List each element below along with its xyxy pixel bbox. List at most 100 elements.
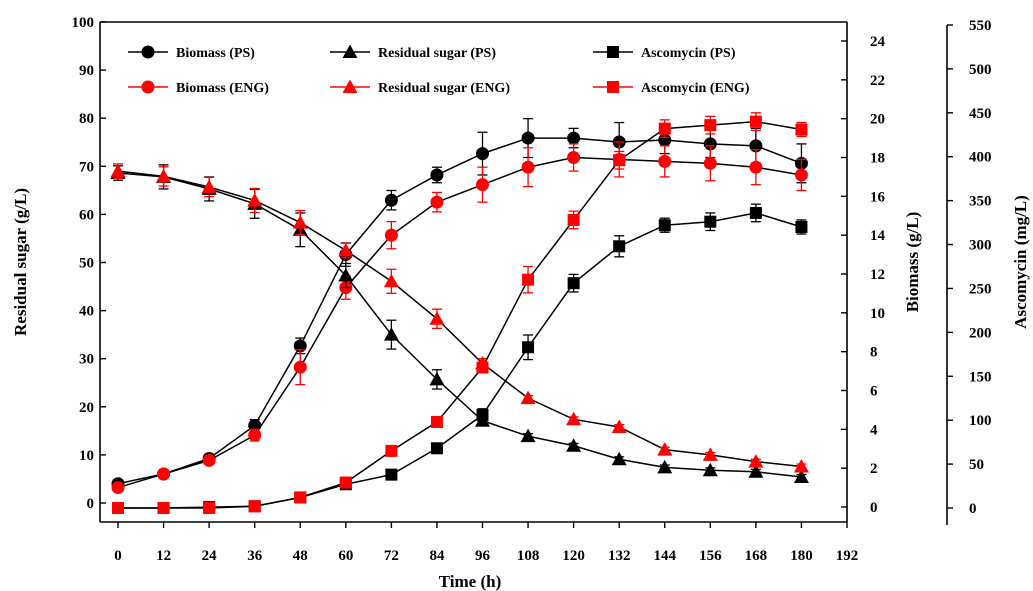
data-point	[110, 163, 126, 178]
data-point	[430, 442, 443, 455]
data-point	[203, 502, 216, 514]
x-tick-label: 156	[699, 548, 722, 564]
y-ascomycin-tick-label: 500	[969, 62, 992, 78]
y-ascomycin-tick-label: 350	[969, 194, 992, 210]
y-left-tick-label: 60	[79, 207, 94, 223]
y-ascomycin-tick-label: 0	[969, 501, 977, 517]
data-point	[201, 179, 217, 193]
data-point	[385, 468, 398, 481]
data-point	[385, 444, 398, 457]
data-point	[338, 242, 354, 257]
legend-item: Residual sugar (PS)	[330, 44, 496, 61]
data-point	[657, 442, 673, 456]
y-biomass-tick-label: 12	[870, 267, 885, 283]
x-tick-label: 72	[384, 548, 399, 564]
y-ascomycin-tick-label: 50	[969, 457, 984, 473]
legend-marker	[141, 80, 155, 94]
y-biomass-tick-label: 16	[870, 189, 886, 205]
y-biomass-tick-label: 10	[870, 306, 885, 322]
x-tick-label: 48	[293, 548, 308, 564]
data-point	[521, 131, 535, 145]
data-point	[383, 273, 399, 288]
data-point	[522, 341, 535, 354]
data-point	[566, 438, 582, 452]
data-point	[703, 137, 717, 151]
y-ascomycin-tick-label: 200	[969, 325, 992, 341]
data-point	[111, 481, 125, 495]
x-axis-label: Time (h)	[439, 572, 502, 591]
data-point	[567, 131, 581, 145]
data-point	[567, 151, 581, 164]
data-point	[704, 119, 717, 132]
y-ascomycin-tick-label: 400	[969, 150, 992, 166]
data-point	[202, 453, 216, 467]
data-point	[293, 360, 307, 374]
axes: 0 12 24 36 48 60 72 84 96 108 120 132 144 156 168 180 19…	[72, 15, 992, 564]
data-point	[384, 228, 398, 242]
data-point	[156, 168, 172, 183]
data-point	[429, 311, 445, 325]
series-line	[117, 170, 802, 468]
data-point	[157, 502, 170, 514]
series-biomass-eng	[111, 141, 808, 495]
series-ascomycin-eng	[112, 112, 808, 514]
data-point	[157, 467, 171, 481]
data-point	[247, 192, 263, 207]
x-tick-label: 180	[790, 548, 813, 564]
legend-label: Biomass (PS)	[176, 46, 255, 61]
x-tick-label: 144	[654, 548, 677, 564]
x-tick-label: 120	[562, 548, 585, 564]
legend-item: Ascomycin (ENG)	[593, 81, 750, 96]
y-axis-left-label: Residual sugar (g/L)	[11, 188, 30, 336]
legend-marker	[607, 46, 619, 58]
legend-label: Residual sugar (ENG)	[378, 81, 510, 96]
data-point	[703, 156, 717, 170]
data-point	[613, 240, 626, 253]
data-point	[520, 428, 536, 443]
series-layer	[110, 112, 809, 514]
y-left-tick-label: 20	[79, 400, 94, 416]
x-tick-label: 84	[429, 548, 445, 564]
data-point	[522, 273, 535, 286]
data-point	[430, 415, 443, 428]
legend-label: Residual sugar (PS)	[378, 46, 496, 61]
y-biomass-tick-label: 20	[870, 112, 885, 128]
y-axis-ascomycin-label: Ascomycin (mg/L)	[1011, 195, 1030, 329]
y-axis-biomass-label: Biomass (g/L)	[903, 212, 922, 313]
data-point	[793, 458, 809, 473]
x-tick-label: 24	[202, 548, 218, 564]
data-point	[795, 220, 808, 233]
data-point	[248, 500, 261, 513]
data-point	[521, 160, 535, 174]
y-left-tick-label: 50	[79, 256, 94, 272]
x-tick-label: 36	[247, 548, 263, 564]
y-ascomycin-tick-label: 300	[969, 238, 992, 254]
series-residual-sugar-eng	[110, 163, 809, 473]
series-line	[117, 156, 802, 489]
data-point	[702, 462, 718, 477]
legend-item: Biomass (ENG)	[128, 80, 269, 96]
data-point	[567, 213, 580, 226]
data-point	[657, 459, 673, 474]
y-left-tick-label: 90	[79, 63, 94, 79]
series-biomass-ps	[111, 118, 808, 491]
data-point	[429, 371, 445, 386]
data-point	[520, 390, 536, 405]
x-tick-label: 132	[608, 548, 631, 564]
data-point	[476, 408, 489, 421]
legend-marker	[342, 79, 358, 93]
y-biomass-tick-label: 4	[870, 422, 878, 438]
data-point	[294, 491, 307, 504]
x-tick-label: 192	[836, 548, 859, 564]
legend-item: Residual sugar (ENG)	[330, 79, 510, 96]
x-tick-label: 168	[745, 548, 768, 564]
x-tick-label: 96	[475, 548, 491, 564]
legend-item: Biomass (PS)	[128, 45, 255, 61]
data-point	[384, 193, 398, 207]
y-ascomycin-tick-label: 100	[969, 413, 992, 429]
y-ascomycin-tick-label: 450	[969, 106, 992, 122]
legend-label: Ascomycin (PS)	[641, 46, 736, 61]
y-biomass-tick-label: 24	[870, 34, 886, 50]
data-point	[248, 428, 262, 442]
y-ascomycin-tick-label: 550	[969, 18, 992, 34]
